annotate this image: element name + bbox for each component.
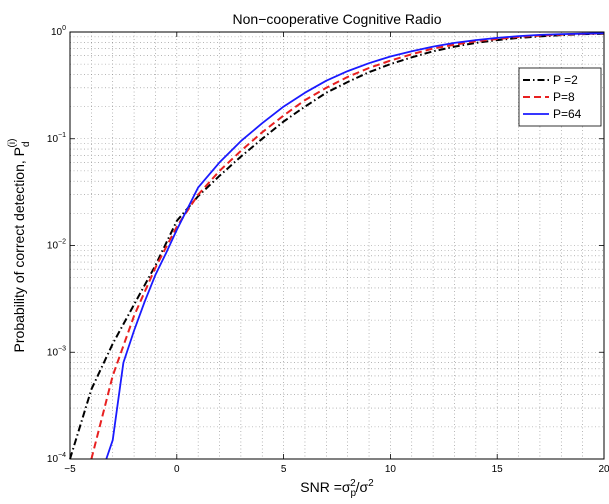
series-line-1 (69, 32, 605, 460)
legend-label-3: P=64 (553, 107, 582, 121)
x-tick-label: 0 (174, 464, 180, 475)
y-tick-label: 10−1 (47, 132, 66, 145)
chart-title: Non−cooperative Cognitive Radio (233, 11, 442, 27)
legend-box (518, 67, 602, 127)
x-tick-label: 15 (492, 464, 504, 475)
y-tick-label: 100 (51, 25, 66, 38)
y-axis-label-sub: d (21, 141, 32, 147)
ticks: −5 0 5 10 15 20 10−4 10−3 10−2 10−1 100 (47, 25, 609, 475)
x-axis-label: SNR =σp2/σ2 (300, 478, 374, 499)
x-tick-label: 10 (385, 464, 397, 475)
x-axis-label-mid: /σ (356, 479, 369, 495)
legend: P =2 P=8 P=64 (518, 67, 602, 127)
x-tick-label: −5 (64, 464, 76, 475)
y-axis-label: Probability of correct detection, Pd(i) (7, 139, 32, 353)
grid (70, 32, 604, 459)
x-axis-label-sup: 2 (350, 478, 356, 489)
y-axis-label-prefix: Probability of correct detection, P (11, 147, 27, 352)
series-layer (69, 32, 605, 460)
y-tick-label: 10−2 (47, 239, 66, 252)
legend-label-2: P=8 (553, 90, 575, 104)
x-tick-label: 20 (598, 464, 609, 475)
y-tick-label: 10−3 (47, 345, 66, 358)
x-tick-label: 5 (281, 464, 287, 475)
legend-label-1: P =2 (553, 73, 578, 87)
series-line-3 (105, 32, 605, 460)
y-tick-label: 10−4 (47, 452, 66, 465)
y-axis-label-sup: (i) (7, 139, 18, 148)
x-axis-label-sup2: 2 (368, 478, 374, 489)
x-axis-label-prefix: SNR =σ (300, 479, 351, 495)
x-axis-label-sub: p (351, 488, 357, 499)
